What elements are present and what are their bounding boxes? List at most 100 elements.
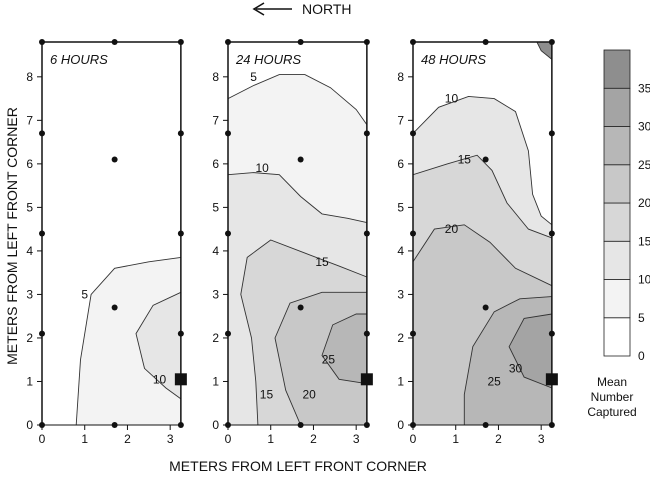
trap-marker	[545, 373, 558, 386]
panel-title: 24 HOURS	[235, 52, 301, 67]
sample-point	[363, 130, 370, 137]
north-label: NORTH	[302, 1, 352, 17]
sample-point	[363, 39, 370, 45]
north-indicator: NORTH	[252, 1, 352, 17]
y-tick-label: 0	[26, 418, 33, 432]
contour-fills	[76, 257, 181, 425]
sample-point	[482, 422, 489, 428]
y-tick-label: 0	[212, 418, 219, 432]
sample-point	[363, 330, 370, 337]
sample-point	[177, 422, 184, 428]
sample-point	[297, 156, 304, 163]
contour-label: 5	[81, 287, 88, 301]
sample-point	[482, 304, 489, 311]
x-axis-label: METERS FROM LEFT FRONT CORNER	[169, 458, 427, 474]
colorbar-tick-label: 25	[638, 158, 650, 172]
contour-lines	[228, 74, 368, 425]
x-tick-label: 1	[81, 432, 88, 446]
colorbar-tick-label: 5	[638, 311, 645, 325]
y-tick-label: 7	[397, 113, 404, 127]
colorbar-swatch	[603, 164, 631, 204]
contour-line	[240, 239, 368, 425]
sample-point	[111, 304, 118, 311]
sample-point	[297, 39, 304, 45]
contour-label: 10	[445, 92, 459, 106]
sample-point	[111, 156, 118, 163]
y-tick-label: 7	[26, 113, 33, 127]
sample-point	[548, 422, 555, 428]
y-tick-label: 1	[212, 374, 219, 388]
contour-label: 20	[303, 388, 317, 402]
colorbar-swatch	[603, 126, 631, 166]
sample-point	[482, 156, 489, 163]
sample-point	[297, 422, 304, 428]
sample-point	[225, 230, 231, 237]
y-tick-label: 6	[397, 157, 404, 171]
colorbar-swatch	[603, 87, 631, 127]
contour-fills	[413, 42, 552, 425]
y-tick-label: 5	[26, 200, 33, 214]
sample-point	[548, 230, 555, 237]
x-tick-label: 0	[39, 432, 46, 446]
trap-marker	[360, 373, 373, 386]
x-tick-label: 3	[538, 432, 545, 446]
contour-label: 20	[445, 222, 459, 236]
sample-point	[548, 330, 555, 337]
x-tick-label: 2	[310, 432, 317, 446]
x-tick-label: 0	[225, 432, 232, 446]
contour-line	[135, 291, 182, 400]
contour-line	[228, 74, 368, 125]
sample-point	[410, 39, 416, 45]
contour-line	[321, 313, 367, 385]
y-tick-label: 2	[397, 331, 404, 345]
contour-label: 10	[153, 372, 167, 386]
contour-line	[413, 154, 553, 239]
sample-point	[410, 330, 416, 337]
colorbar-tick-label: 15	[638, 234, 650, 248]
y-tick-label: 0	[397, 418, 404, 432]
contour-line	[75, 256, 181, 425]
y-tick-label: 4	[26, 244, 33, 258]
y-tick-label: 6	[212, 157, 219, 171]
contour-line	[274, 291, 367, 425]
sample-point	[363, 230, 370, 237]
x-tick-label: 0	[410, 432, 417, 446]
panel-title: 48 HOURS	[421, 52, 486, 67]
contour-label: 15	[260, 388, 274, 402]
contour-label: 5	[250, 70, 257, 84]
sample-point	[177, 230, 184, 237]
colorbar-swatch	[603, 240, 631, 280]
contour-panel: 5 10 6 HOURS 0 1 2 3 0 1 2 3 4 5 6 7 8	[26, 39, 187, 446]
contour-fill-region	[509, 314, 552, 388]
colorbar-title-line-1: Mean	[597, 375, 627, 389]
colorbar-tick-label: 10	[638, 273, 650, 287]
colorbar-swatch	[603, 279, 631, 319]
y-tick-label: 3	[397, 287, 404, 301]
contour-label: 15	[458, 153, 472, 167]
sample-point	[225, 422, 231, 428]
y-tick-label: 4	[212, 244, 219, 258]
y-axis-label: METERS FROM LEFT FRONT CORNER	[4, 107, 20, 365]
y-tick-label: 4	[397, 244, 404, 258]
y-tick-label: 3	[26, 287, 33, 301]
contour-panel: 5 10 15 15 20 25 24 HOURS 0 1 2 3 0 1 2 3 4 5 6 7 8	[212, 39, 373, 446]
sample-point	[111, 39, 118, 45]
colorbar-swatch	[603, 317, 631, 357]
y-tick-label: 8	[212, 70, 219, 84]
y-tick-label: 2	[212, 331, 219, 345]
contour-label: 25	[488, 374, 502, 388]
sample-point	[39, 422, 45, 428]
x-tick-label: 2	[124, 432, 131, 446]
y-tick-label: 1	[26, 374, 33, 388]
contour-label: 10	[256, 161, 270, 175]
colorbar-title-line-2: Number	[591, 390, 634, 404]
sample-point	[39, 230, 45, 237]
sample-point	[39, 39, 45, 45]
x-tick-label: 3	[353, 432, 360, 446]
contour-fill-region	[76, 257, 181, 425]
contour-line	[228, 172, 367, 224]
y-tick-label: 6	[26, 157, 33, 171]
sample-point	[177, 130, 184, 137]
